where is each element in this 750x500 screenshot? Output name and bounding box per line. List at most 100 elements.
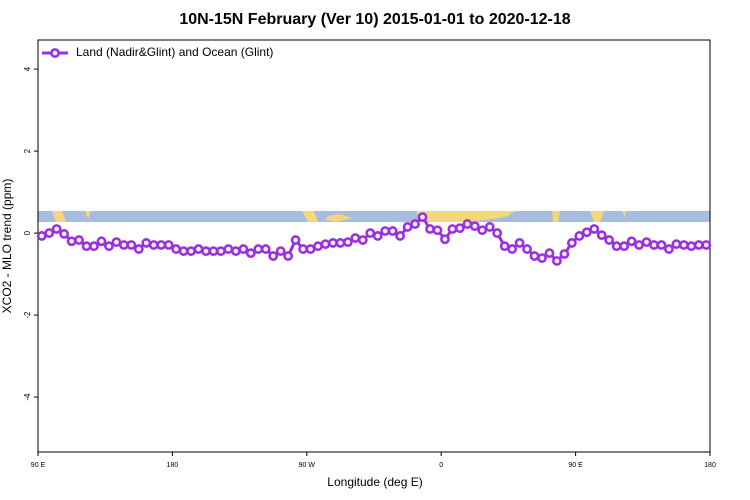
- point: [275, 246, 286, 257]
- point: [118, 240, 129, 250]
- point: [320, 239, 331, 250]
- chart-title: 10N-15N February (Ver 10) 2015-01-01 to …: [179, 11, 570, 28]
- y-tick-label: 0: [23, 230, 32, 235]
- point: [447, 224, 458, 234]
- point: [156, 240, 167, 250]
- point: [656, 240, 667, 250]
- point: [566, 238, 577, 248]
- point: [260, 244, 271, 254]
- point: [365, 228, 376, 238]
- point: [298, 244, 308, 254]
- y-tick-label: -4: [23, 393, 32, 401]
- point: [193, 244, 204, 254]
- point: [701, 240, 712, 250]
- point: [559, 249, 570, 259]
- point: [469, 221, 480, 232]
- legend: Land (Nadir&Glint) and Ocean (Glint): [42, 45, 273, 59]
- point: [104, 241, 114, 252]
- point: [611, 241, 622, 252]
- point: [186, 246, 196, 257]
- point: [634, 240, 644, 250]
- point: [440, 234, 450, 245]
- point: [649, 240, 659, 250]
- point: [425, 224, 435, 234]
- point: [537, 253, 547, 263]
- point: [678, 240, 689, 250]
- point: [664, 244, 674, 254]
- point: [230, 246, 241, 257]
- y-tick-label: -2: [23, 311, 32, 319]
- point: [171, 244, 182, 254]
- point: [693, 240, 704, 250]
- point: [380, 226, 391, 236]
- point: [201, 246, 211, 257]
- legend-marker: [50, 48, 60, 58]
- point: [462, 219, 473, 229]
- point: [74, 235, 84, 245]
- point: [253, 244, 264, 254]
- point: [96, 236, 107, 247]
- point: [477, 225, 488, 236]
- point: [514, 238, 525, 248]
- point: [313, 241, 323, 252]
- x-tick-label: 90 W: [299, 462, 316, 469]
- point: [641, 237, 652, 248]
- legend-label: Land (Nadir&Glint) and Ocean (Glint): [76, 45, 273, 59]
- point: [357, 235, 368, 245]
- point: [619, 241, 630, 252]
- point: [178, 246, 189, 257]
- point: [216, 246, 226, 257]
- x-tick-label: 180: [167, 462, 179, 469]
- point: [432, 225, 443, 236]
- point: [328, 238, 338, 248]
- point: [544, 248, 555, 259]
- point: [36, 231, 47, 241]
- point: [529, 251, 540, 261]
- point: [402, 222, 413, 232]
- point: [417, 212, 428, 222]
- point: [484, 222, 495, 232]
- point: [208, 246, 219, 257]
- point: [59, 229, 70, 239]
- point: [141, 238, 152, 248]
- point: [410, 219, 420, 229]
- x-tick-label: 90 E: [568, 462, 583, 469]
- point: [51, 224, 62, 234]
- point: [372, 231, 383, 241]
- map-band: [38, 211, 710, 222]
- y-axis-label: XCO2 - MLO trend (ppm): [0, 179, 14, 314]
- x-tick-label: 180: [704, 462, 716, 469]
- point: [126, 240, 137, 250]
- point: [148, 240, 159, 250]
- point: [581, 227, 592, 238]
- point: [163, 240, 174, 250]
- point: [44, 228, 55, 238]
- y-tick-label: 4: [23, 66, 32, 71]
- point: [387, 226, 398, 236]
- point: [507, 244, 518, 254]
- point: [574, 231, 585, 241]
- point: [133, 244, 144, 254]
- x-tick-label: 0: [439, 462, 443, 469]
- x-axis-label: Longitude (deg E): [327, 475, 422, 489]
- point: [671, 239, 682, 250]
- point: [245, 248, 256, 259]
- x-tick-label: 90 E: [31, 462, 46, 469]
- point: [81, 241, 92, 252]
- point: [111, 237, 122, 248]
- point: [268, 251, 279, 261]
- point: [522, 244, 532, 254]
- point: [223, 244, 234, 254]
- point: [604, 235, 615, 245]
- point: [395, 231, 406, 241]
- y-tick-label: 2: [23, 148, 32, 153]
- point: [238, 244, 249, 254]
- point: [290, 235, 301, 245]
- point: [350, 233, 361, 243]
- point: [492, 228, 503, 238]
- point: [66, 236, 77, 247]
- point: [305, 244, 316, 254]
- point: [589, 224, 600, 234]
- point: [626, 236, 637, 247]
